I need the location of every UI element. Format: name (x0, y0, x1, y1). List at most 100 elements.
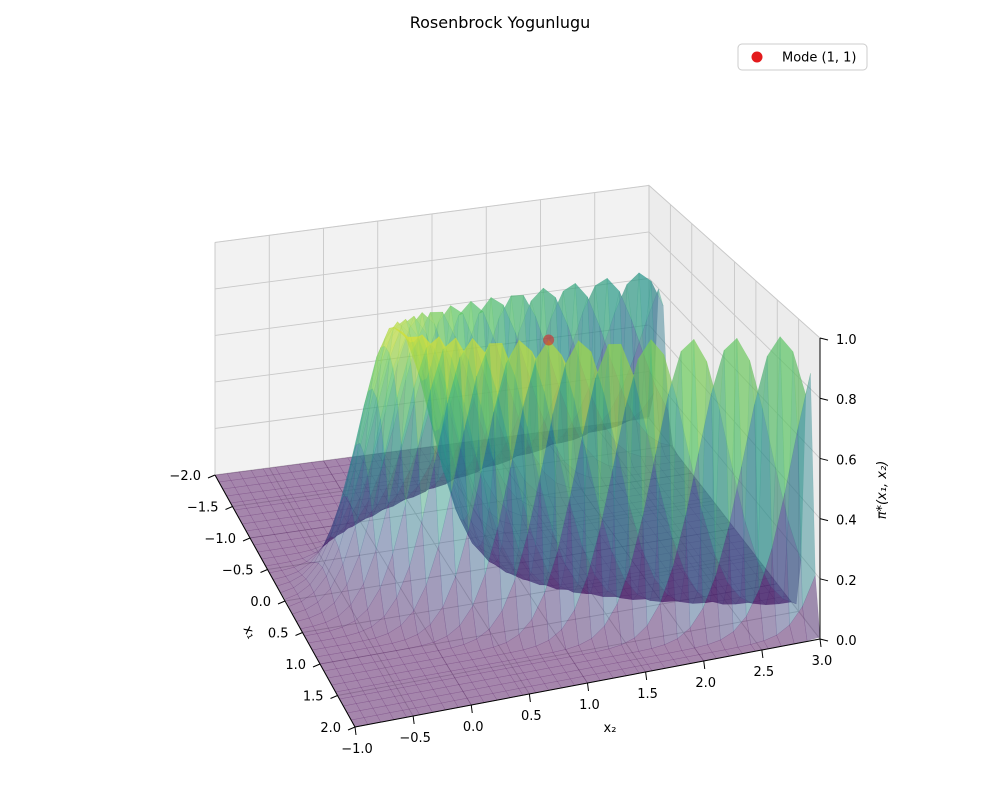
surface-facet (463, 512, 482, 548)
surface-facet (675, 598, 694, 604)
surface-facet (412, 464, 430, 498)
surface-facet (635, 419, 654, 458)
surface-facet (389, 327, 406, 338)
surface-facet (463, 638, 482, 654)
surface-facet (339, 445, 357, 506)
surface-facet (513, 547, 531, 556)
surface-facet (343, 470, 361, 480)
surface-facet (516, 532, 535, 541)
surface-facet (561, 609, 579, 650)
surface-facet (619, 502, 637, 512)
surface-facet (367, 587, 385, 628)
surface-facet (442, 576, 460, 637)
surface-facet (597, 491, 616, 501)
surface-facet (623, 508, 642, 518)
surface-facet (704, 524, 723, 533)
surface-facet (544, 552, 562, 641)
surface-facet (381, 696, 400, 707)
surface-facet (330, 564, 348, 604)
surface-facet (547, 351, 565, 462)
surface-facet (572, 573, 591, 583)
surface-facet (571, 552, 590, 562)
surface-facet (522, 359, 541, 535)
surface-facet (531, 592, 550, 647)
surface-facet (489, 459, 507, 546)
surface-facet (391, 664, 409, 674)
surface-facet (636, 393, 654, 420)
surface-facet (363, 460, 381, 470)
surface-facet (552, 441, 570, 488)
z-tick (819, 397, 829, 401)
surface-facet (612, 653, 631, 663)
surface-facet (327, 509, 345, 519)
surface-facet (339, 462, 357, 526)
surface-facet (582, 651, 601, 662)
surface-facet (532, 452, 550, 498)
surface-facet (505, 665, 524, 676)
surface-facet (524, 479, 542, 508)
surface-facet (367, 418, 385, 511)
surface-facet (614, 573, 633, 583)
mode-marker-layer (543, 334, 555, 346)
surface-facet (397, 405, 414, 495)
surface-facet (534, 317, 552, 440)
surface-facet (688, 485, 707, 494)
surface-facet (331, 516, 349, 526)
surface-facet (613, 552, 632, 562)
surface-facet (576, 558, 594, 568)
surface-facet (305, 562, 323, 585)
surface-facet (454, 652, 473, 663)
surface-facet (351, 412, 369, 498)
surface-facet (326, 496, 344, 541)
surface-facet (254, 520, 271, 530)
surface-facet (356, 459, 373, 521)
surface-facet (628, 515, 647, 524)
surface-facet (360, 684, 379, 695)
surface-facet (387, 657, 405, 667)
surface-facet (441, 315, 459, 433)
surface-facet (669, 460, 688, 470)
surface-facet (740, 521, 759, 604)
surface-facet (626, 494, 645, 504)
surface-facet (720, 563, 739, 573)
surface-facet (452, 456, 470, 465)
surface-facet (298, 549, 316, 559)
surface-facet (526, 572, 545, 586)
surface-facet (625, 651, 644, 661)
surface-facet (367, 346, 386, 392)
surface-facet (392, 505, 410, 598)
surface-facet (323, 525, 341, 534)
surface-facet (687, 519, 706, 529)
surface-facet (759, 577, 778, 587)
surface-facet (534, 558, 552, 568)
surface-facet (425, 650, 443, 661)
surface-facet (582, 454, 600, 576)
x1-tick (330, 695, 338, 699)
surface-facet (409, 359, 427, 471)
surface-facet (561, 663, 580, 673)
surface-facet (380, 367, 398, 455)
surface-facet (526, 566, 544, 576)
surface-facet (530, 573, 549, 581)
surface-facet (509, 672, 528, 683)
surface-facet (646, 484, 665, 494)
surface-facet (522, 645, 541, 658)
surface-facet (567, 545, 586, 555)
surface-facet (489, 610, 507, 648)
grid-line-y (485, 439, 646, 673)
surface-facet (488, 561, 507, 573)
surface-facet (521, 560, 540, 569)
surface-facet (505, 572, 523, 580)
surface-facet (586, 529, 605, 640)
surface-facet (374, 659, 392, 670)
surface-facet (527, 475, 545, 620)
surface-facet (284, 593, 302, 607)
surface-facet (339, 520, 357, 533)
surface-facet (570, 282, 588, 349)
surface-facet (480, 412, 499, 575)
surface-facet (715, 527, 734, 641)
surface-facet (510, 406, 528, 581)
surface-facet (659, 354, 677, 537)
surface-facet (582, 508, 600, 517)
surface-facet (778, 598, 797, 605)
